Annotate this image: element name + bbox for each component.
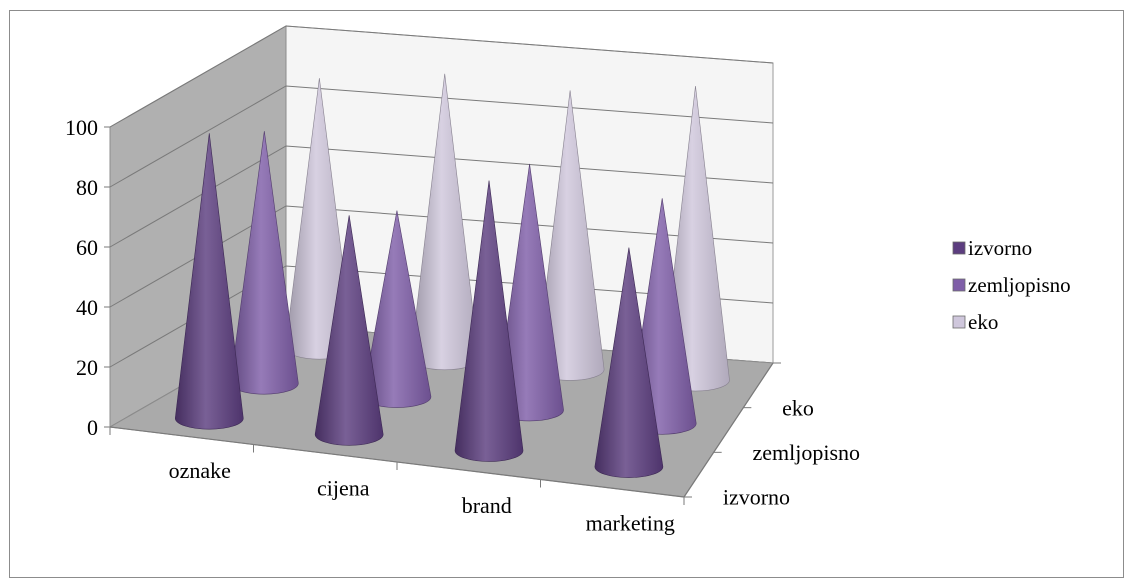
cone-izvorno-marketing [594,247,664,478]
legend-swatch [952,315,966,329]
x-axis-category-labels: oznake cijena brand marketing [169,458,675,536]
legend-swatch [952,278,966,292]
y-tick-label: 80 [76,175,98,200]
y-tick-label: 40 [76,295,98,320]
gridline [109,145,774,248]
x-category-label: marketing [586,510,675,535]
depth-axis-label: zemljopisno [753,440,861,465]
cone-body [314,215,384,446]
depth-axis-label: eko [782,395,814,420]
gridline [109,265,774,368]
legend-label: zemljopisno [968,273,1071,297]
data-cones [174,73,730,478]
y-tick-label: 60 [76,235,98,260]
x-category-label: cijena [317,475,370,500]
y-tick-label: 20 [76,355,98,380]
y-axis-tick-labels: 0 20 40 60 80 100 [65,115,98,440]
gridline [109,25,774,128]
y-tick-label: 0 [87,415,98,440]
cone-body [174,133,244,430]
depth-axis-labels: izvorno zemljopisno eko [723,395,860,509]
cone-body [594,247,664,478]
cone-body [454,180,524,462]
legend-label: eko [968,310,998,334]
gridline [109,205,774,308]
x-category-label: oznake [169,458,231,483]
legend-label: izvorno [968,236,1032,260]
x-category-label: brand [462,493,512,518]
cone-izvorno-cijena [314,215,384,446]
y-tick-label: 100 [65,115,98,140]
cone-izvorno-brand [454,180,524,462]
legend-swatch [952,241,966,255]
legend: izvorno zemljopisno eko [952,236,1071,334]
cone-izvorno-oznake [174,133,244,430]
gridline [109,85,774,188]
depth-axis-label: izvorno [723,485,790,510]
depth-axis-line [683,362,774,498]
